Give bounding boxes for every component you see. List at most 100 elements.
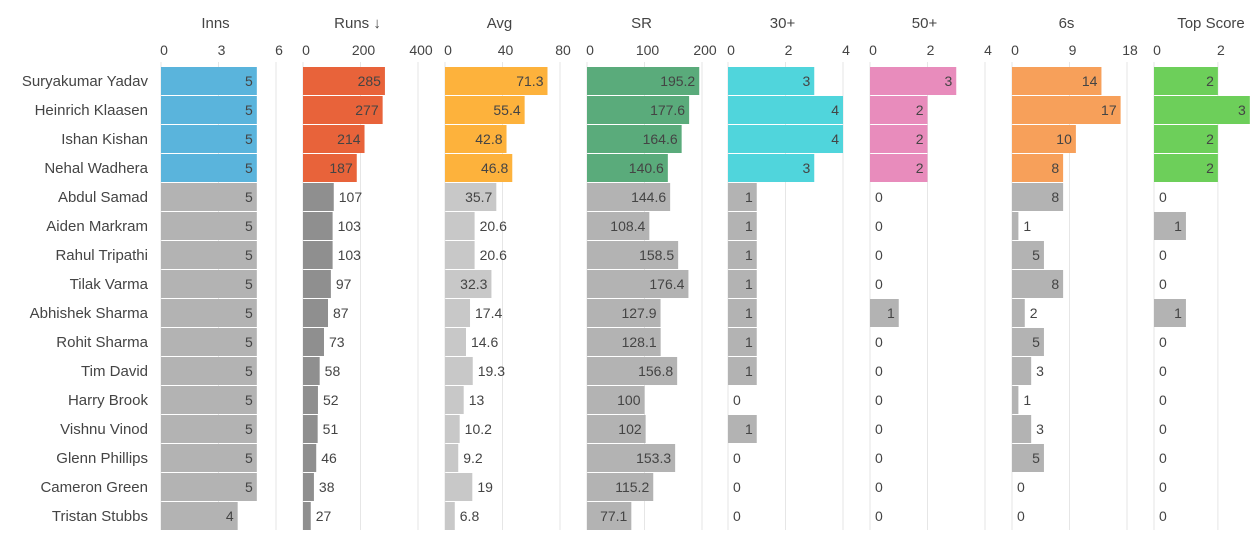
- column-title: Avg: [487, 15, 513, 32]
- value-label: 20.6: [480, 218, 507, 234]
- bar: [445, 270, 492, 298]
- value-label: 1: [745, 334, 753, 350]
- player-name: Ishan Kishan: [61, 131, 148, 148]
- value-label: 0: [733, 392, 741, 408]
- tick-label: 3: [218, 42, 226, 58]
- bar: [587, 96, 690, 124]
- tick-label: 40: [498, 42, 514, 58]
- player-name: Tilak Varma: [70, 276, 149, 293]
- bar: [587, 502, 632, 530]
- bar: [445, 299, 471, 327]
- value-label: 0: [1159, 508, 1167, 524]
- player-name: Suryakumar Yadav: [22, 73, 149, 90]
- value-label: 153.3: [636, 450, 671, 466]
- value-label: 0: [1159, 450, 1167, 466]
- bar: [161, 299, 257, 327]
- column-title: 50+: [912, 15, 938, 32]
- value-label: 5: [245, 189, 253, 205]
- value-label: 187: [329, 160, 353, 176]
- bar: [161, 502, 238, 530]
- value-label: 144.6: [631, 189, 666, 205]
- bar: [445, 386, 464, 414]
- tick-label: 6: [275, 42, 283, 58]
- value-label: 51: [323, 421, 339, 437]
- value-label: 5: [245, 450, 253, 466]
- value-label: 5: [245, 276, 253, 292]
- bar: [870, 154, 928, 182]
- value-label: 1: [745, 363, 753, 379]
- value-label: 5: [1032, 247, 1040, 263]
- bar: [161, 415, 257, 443]
- value-label: 46: [321, 450, 337, 466]
- tick-label: 0: [1153, 42, 1161, 58]
- value-label: 19: [477, 479, 493, 495]
- tick-label: 0: [586, 42, 594, 58]
- value-label: 5: [1032, 334, 1040, 350]
- tick-label: 0: [160, 42, 168, 58]
- player-name: Rohit Sharma: [56, 334, 148, 351]
- value-label: 3: [944, 73, 952, 89]
- bar: [303, 241, 333, 269]
- value-label: 127.9: [621, 305, 656, 321]
- tick-label: 2: [927, 42, 935, 58]
- value-label: 97: [336, 276, 352, 292]
- bar: [303, 67, 385, 95]
- value-label: 0: [1159, 276, 1167, 292]
- value-label: 0: [875, 479, 883, 495]
- bar: [1154, 299, 1186, 327]
- value-label: 5: [245, 131, 253, 147]
- value-label: 10: [1056, 131, 1072, 147]
- bar: [445, 357, 473, 385]
- player-name: Cameron Green: [40, 479, 148, 496]
- bar: [303, 386, 318, 414]
- value-label: 8: [1051, 276, 1059, 292]
- bar: [161, 154, 257, 182]
- value-label: 4: [226, 508, 234, 524]
- bar: [587, 386, 645, 414]
- tick-label: 4: [842, 42, 850, 58]
- player-name: Nehal Wadhera: [44, 160, 148, 177]
- column-title: Runs ↓: [334, 15, 381, 32]
- bar: [161, 67, 257, 95]
- bar: [161, 125, 257, 153]
- value-label: 71.3: [516, 73, 543, 89]
- bar: [587, 154, 668, 182]
- value-label: 0: [875, 421, 883, 437]
- bar: [303, 212, 333, 240]
- player-name: Rahul Tripathi: [55, 247, 148, 264]
- value-label: 176.4: [649, 276, 684, 292]
- column-title: SR: [631, 15, 652, 32]
- bar: [728, 270, 757, 298]
- value-label: 0: [875, 189, 883, 205]
- value-label: 5: [245, 102, 253, 118]
- value-label: 1: [745, 305, 753, 321]
- value-label: 19.3: [478, 363, 505, 379]
- bar: [870, 96, 928, 124]
- tick-label: 0: [869, 42, 877, 58]
- value-label: 20.6: [480, 247, 507, 263]
- bar: [728, 415, 757, 443]
- value-label: 158.5: [639, 247, 674, 263]
- bar: [1012, 444, 1044, 472]
- value-label: 46.8: [481, 160, 508, 176]
- value-label: 4: [831, 131, 839, 147]
- bar: [445, 328, 466, 356]
- bar: [728, 328, 757, 356]
- value-label: 0: [1017, 479, 1025, 495]
- value-label: 177.6: [650, 102, 685, 118]
- bar: [1012, 241, 1044, 269]
- value-label: 0: [1159, 334, 1167, 350]
- tick-label: 2: [785, 42, 793, 58]
- value-label: 1: [1174, 218, 1182, 234]
- tick-label: 200: [693, 42, 717, 58]
- bar: [728, 96, 843, 124]
- column-title: 6s: [1059, 15, 1075, 32]
- value-label: 0: [875, 247, 883, 263]
- value-label: 3: [1036, 421, 1044, 437]
- value-label: 5: [245, 421, 253, 437]
- bar: [161, 328, 257, 356]
- value-label: 8: [1051, 160, 1059, 176]
- bar: [303, 473, 314, 501]
- bar: [445, 444, 459, 472]
- player-name: Glenn Phillips: [56, 450, 148, 467]
